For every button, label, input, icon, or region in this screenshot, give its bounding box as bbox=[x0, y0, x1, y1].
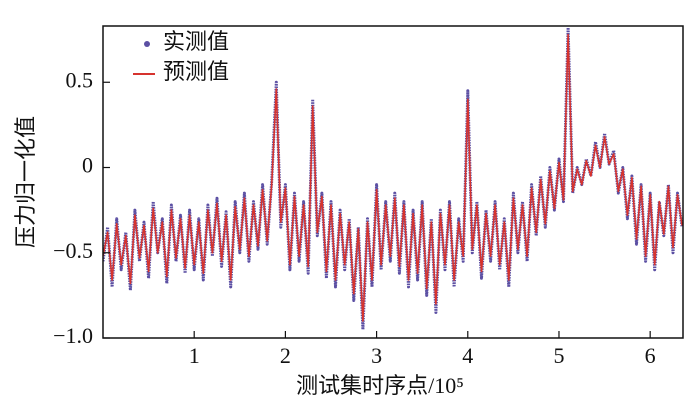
series-line bbox=[103, 33, 683, 322]
y-tick-label: 0 bbox=[82, 153, 93, 178]
y-axis-label: 压力归一化值 bbox=[13, 116, 38, 248]
x-tick-label: 1 bbox=[189, 343, 200, 368]
y-tick-label: 0.5 bbox=[66, 67, 94, 92]
y-tick-label: −1.0 bbox=[53, 323, 93, 348]
x-tick-label: 3 bbox=[371, 343, 382, 368]
legend-label: 实测值 bbox=[163, 29, 229, 54]
x-axis-label: 测试集时序点/10⁵ bbox=[296, 373, 464, 398]
x-tick-label: 4 bbox=[462, 343, 473, 368]
x-tick-label: 5 bbox=[553, 343, 564, 368]
plot-frame bbox=[102, 25, 684, 339]
y-tick-label: −0.5 bbox=[53, 238, 93, 263]
legend-marker bbox=[144, 41, 150, 47]
x-tick-label: 6 bbox=[645, 343, 656, 368]
x-tick-label: 2 bbox=[280, 343, 291, 368]
legend-label: 预测值 bbox=[163, 59, 229, 84]
